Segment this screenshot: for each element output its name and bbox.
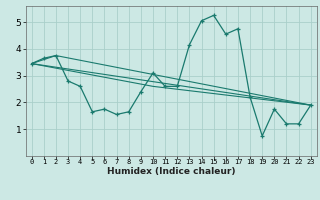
X-axis label: Humidex (Indice chaleur): Humidex (Indice chaleur)	[107, 167, 236, 176]
